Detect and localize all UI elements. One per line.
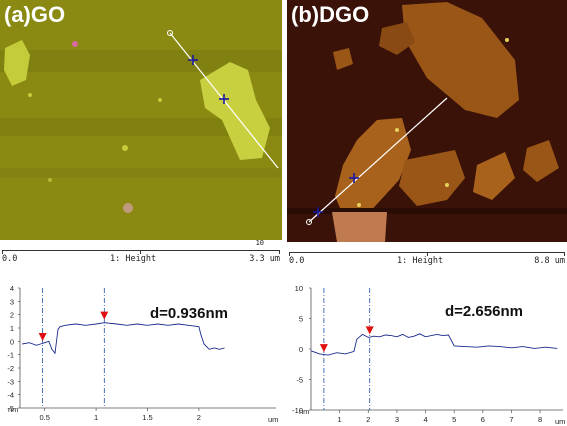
x-tick-label: 1 xyxy=(94,413,98,422)
scale-bar-channel: 1: Height xyxy=(110,254,157,264)
x-tick-label: 0.5 xyxy=(39,413,49,422)
y-tick-label: -3 xyxy=(7,377,14,386)
cursor-marker-triangle xyxy=(365,326,374,335)
afm-topography-dgo xyxy=(287,0,567,242)
y-tick-label: 0 xyxy=(299,345,303,354)
scale-bar-dgo: 0.0 1: Height 8.8 um xyxy=(289,252,565,268)
scale-bar-go: 0.0 1: Height 3.3 um 10 xyxy=(2,239,280,266)
y-tick-label: 4 xyxy=(10,284,14,293)
y-tick-label: -1 xyxy=(7,351,14,360)
y-tick-label: 0 xyxy=(10,337,14,346)
y-tick-label: -2 xyxy=(7,364,14,373)
y-tick-label: 3 xyxy=(10,297,14,306)
x-tick-label: 8 xyxy=(538,415,542,424)
profile-start-marker xyxy=(306,219,312,225)
scale-bar-end: 8.8 um xyxy=(534,256,565,266)
scale-bar-superscript: 10 xyxy=(255,239,264,247)
y-tick-label: -5 xyxy=(7,404,14,413)
x-tick-label: 3 xyxy=(395,415,399,424)
panel-label: (a)GO xyxy=(4,2,66,27)
cursor-marker xyxy=(188,55,229,104)
afm-image-dgo: (b)DGO xyxy=(287,0,567,242)
step-height-annotation: d=2.656nm xyxy=(445,303,523,320)
y-axis-unit: nm xyxy=(8,405,18,414)
y-tick-label: 5 xyxy=(299,315,303,324)
x-tick-label: 6 xyxy=(481,415,485,424)
x-tick-label: 5 xyxy=(452,415,456,424)
scale-bar-start: 0.0 xyxy=(2,254,18,264)
panel-label: (b)DGO xyxy=(291,2,370,27)
scale-bar-channel: 1: Height xyxy=(397,256,444,266)
y-tick-label: 2 xyxy=(10,311,14,320)
y-tick-label: 1 xyxy=(10,324,14,333)
afm-image-go: (a)GO xyxy=(0,0,282,240)
x-axis-unit: um xyxy=(268,415,278,424)
step-height-annotation: d=0.936nm xyxy=(150,305,228,322)
profile-line xyxy=(308,97,448,223)
y-axis-unit: nm xyxy=(299,407,309,416)
x-tick-label: 1 xyxy=(338,415,342,424)
y-tick-label: -10 xyxy=(292,406,303,415)
x-tick-label: 7 xyxy=(509,415,513,424)
profile-start-marker xyxy=(167,30,173,36)
height-profile-series xyxy=(310,333,558,356)
cursor-marker xyxy=(313,173,359,217)
cursor-marker-triangle xyxy=(100,311,109,320)
cursor-marker-triangle xyxy=(319,344,328,353)
height-profile-series xyxy=(22,322,225,355)
x-axis-unit: um xyxy=(555,417,565,426)
height-profile-chart-dgo: 10 5 0 -5 -10 1 2 3 4 5 6 7 8 nm um d=2.656nm xyxy=(292,284,565,426)
x-tick-label: 2 xyxy=(197,413,201,422)
x-tick-label: 4 xyxy=(423,415,427,424)
cursor-marker-triangle xyxy=(38,333,47,341)
height-profile-chart-go: 4 3 2 1 0 -1 -2 -3 -4 -5 0.5 1 1.5 2 nm um d=0.936nm xyxy=(7,284,278,424)
x-tick-label: 1.5 xyxy=(142,413,152,422)
y-tick-label: 10 xyxy=(295,284,303,293)
y-tick-label: -4 xyxy=(7,391,14,400)
afm-topography-go xyxy=(0,0,282,240)
x-tick-label: 2 xyxy=(366,415,370,424)
scale-bar-end: 3.3 um xyxy=(249,254,280,264)
scale-bar-start: 0.0 xyxy=(289,256,305,266)
y-tick-label: -5 xyxy=(296,376,303,385)
